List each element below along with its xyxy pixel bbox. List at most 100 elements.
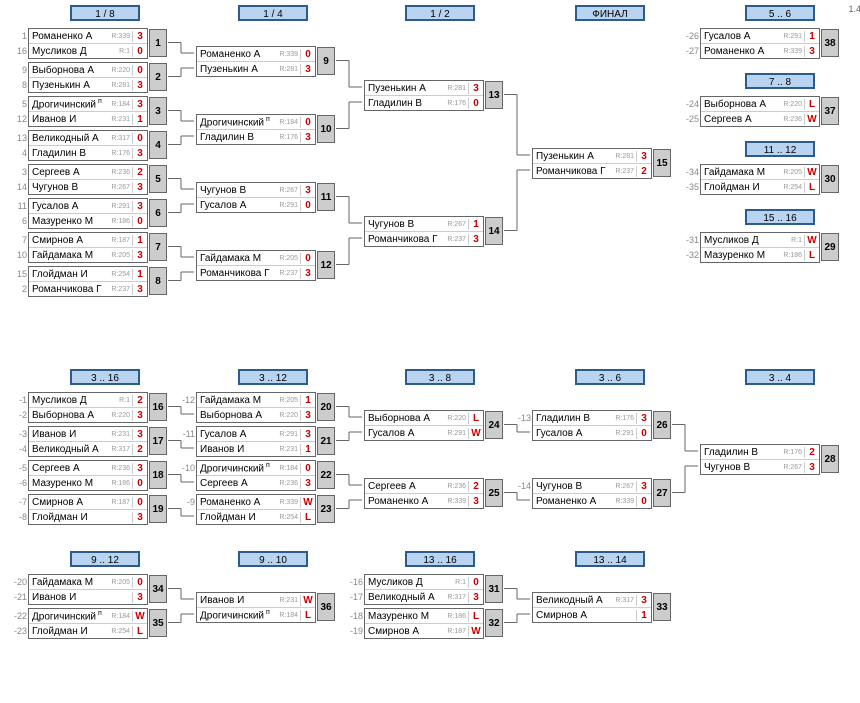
player-rating: R:317	[615, 597, 636, 604]
player-rating: R:281	[447, 85, 468, 92]
seed: -22	[13, 611, 27, 621]
player-name: Дрогичинский п	[29, 610, 111, 622]
match-number: 1	[149, 29, 167, 57]
player-rating: R:176	[279, 134, 300, 141]
seed: 12	[13, 114, 27, 124]
seed: -10	[181, 463, 195, 473]
player-score: 1	[468, 219, 483, 230]
match-number: 27	[653, 479, 671, 507]
player-name: Великодный А	[29, 133, 111, 144]
match-number: 29	[821, 233, 839, 261]
player-name: Глойдман И	[197, 512, 279, 523]
player-name: Сергеев А	[365, 481, 447, 492]
round-label: 3 .. 4	[745, 369, 815, 385]
player-rating: R:176	[111, 150, 132, 157]
player-row: -6Мазуренко МR:1860	[29, 475, 147, 490]
match-number: 20	[317, 393, 335, 421]
seed: -16	[349, 577, 363, 587]
player-score: 0	[132, 65, 147, 76]
seed: -19	[349, 626, 363, 636]
seed: -9	[181, 497, 195, 507]
match-16: -1Мусликов ДR:12-2Выборнова АR:220316	[28, 392, 148, 423]
player-name: Пузенькин А	[533, 151, 615, 162]
seed: -31	[685, 235, 699, 245]
match-29: -31Мусликов ДR:1W-32Мазуренко МR:186L29	[700, 232, 820, 263]
match-37: -24Выборнова АR:220L-25Сергеев АR:236W37	[700, 96, 820, 127]
player-name: Мусликов Д	[701, 235, 791, 246]
player-score: 3	[132, 463, 147, 474]
seed: 1	[13, 31, 27, 41]
seed: 5	[13, 99, 27, 109]
player-rating: R:184	[279, 465, 300, 472]
player-score: 3	[132, 182, 147, 193]
player-name: Сергеев А	[701, 114, 783, 125]
player-score: 3	[636, 481, 651, 492]
player-name: Смирнов А	[365, 626, 447, 637]
seed: -2	[13, 410, 27, 420]
player-score: 0	[132, 216, 147, 227]
player-score: 3	[636, 151, 651, 162]
player-rating: R:291	[111, 203, 132, 210]
seed: 15	[13, 269, 27, 279]
player-rating: R:205	[783, 169, 804, 176]
player-name: Смирнов А	[29, 235, 111, 246]
match-number: 33	[653, 593, 671, 621]
seed: 10	[13, 250, 27, 260]
player-rating: R:1	[455, 579, 468, 586]
player-rating: R:220	[111, 67, 132, 74]
match-38: -26Гусалов АR:2911-27Романенко АR:339338	[700, 28, 820, 59]
player-name: Романчикова Г	[533, 166, 615, 177]
match-28: Гладилин ВR:1762Чугунов ВR:267328	[700, 444, 820, 475]
player-row: -19Смирнов АR:187W	[365, 623, 483, 638]
match-18: -5Сергеев АR:2363-6Мазуренко МR:186018	[28, 460, 148, 491]
player-name: Гусалов А	[197, 429, 279, 440]
player-score: W	[804, 114, 819, 125]
player-score: L	[804, 250, 819, 261]
player-score: 1	[132, 235, 147, 246]
match-number: 5	[149, 165, 167, 193]
player-rating: R:291	[279, 202, 300, 209]
player-score: 2	[804, 447, 819, 458]
player-score: 3	[132, 284, 147, 295]
match-number: 32	[485, 609, 503, 637]
player-name: Пузенькин А	[197, 64, 279, 75]
player-score: 0	[636, 428, 651, 439]
player-name: Чугунов В	[29, 182, 111, 193]
player-score: 0	[132, 46, 147, 57]
seed: 3	[13, 167, 27, 177]
player-score: 2	[468, 481, 483, 492]
player-score: W	[468, 626, 483, 637]
player-name: Иванов И	[29, 592, 130, 603]
match-number: 7	[149, 233, 167, 261]
player-rating: R:187	[447, 628, 468, 635]
player-rating: R:184	[279, 119, 300, 126]
version-label: 1.49	[848, 4, 860, 14]
player-rating: R:281	[111, 82, 132, 89]
match-26: -13Гладилин ВR:1763Гусалов АR:291026	[532, 410, 652, 441]
player-score: 3	[468, 592, 483, 603]
match-number: 6	[149, 199, 167, 227]
player-row: Сергеев АR:2362	[365, 479, 483, 493]
player-row: 1Романенко АR:3393	[29, 29, 147, 43]
match-number: 34	[149, 575, 167, 603]
player-name: Романенко А	[365, 496, 447, 507]
match-22: -10Дрогичинский пR:1840Сергеев АR:236322	[196, 460, 316, 491]
player-rating: R:220	[783, 101, 804, 108]
player-name: Великодный А	[365, 592, 447, 603]
match-number: 19	[149, 495, 167, 523]
player-row: -16Мусликов ДR:10	[365, 575, 483, 589]
player-score: W	[804, 235, 819, 246]
player-rating: R:237	[279, 270, 300, 277]
player-name: Чугунов В	[533, 481, 615, 492]
player-name: Иванов И	[29, 114, 111, 125]
player-row: Дрогичинский пR:184L	[197, 607, 315, 622]
player-score: W	[300, 497, 315, 508]
player-rating: R:281	[279, 66, 300, 73]
match-number: 13	[485, 81, 503, 109]
player-row: 7Смирнов АR:1871	[29, 233, 147, 247]
player-row: Выборнова АR:220L	[365, 411, 483, 425]
player-row: Гусалов АR:291W	[365, 425, 483, 440]
match-21: -11Гусалов АR:2913Иванов ИR:231121	[196, 426, 316, 457]
player-rating: R:176	[783, 449, 804, 456]
player-row: 4Гладилин ВR:1763	[29, 145, 147, 160]
